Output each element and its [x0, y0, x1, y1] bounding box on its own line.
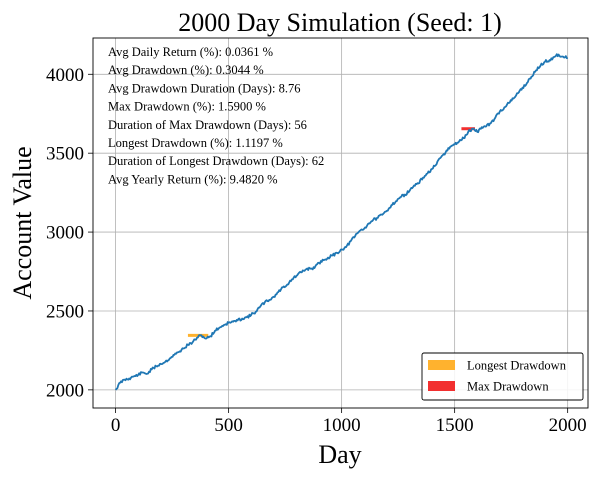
y-tick-label: 3500: [46, 144, 84, 165]
x-gridlines: [115, 38, 569, 408]
x-tick-label: 1500: [436, 415, 474, 436]
stat-line: Avg Daily Return (%): 0.0361 %: [108, 45, 273, 59]
legend-label-longest: Longest Drawdown: [467, 359, 567, 373]
x-tick-label: 0: [111, 415, 121, 436]
stats-annotation: Avg Daily Return (%): 0.0361 % Avg Drawdo…: [108, 45, 324, 186]
x-tick-label: 500: [214, 415, 243, 436]
account-value-line: [114, 53, 569, 391]
stat-line: Duration of Max Drawdown (Days): 56: [108, 118, 307, 132]
legend-label-max: Max Drawdown: [467, 380, 549, 394]
stat-line: Avg Yearly Return (%): 9.4820 %: [108, 172, 278, 186]
y-tick-label: 2500: [46, 301, 84, 322]
y-axis-label: Account Value: [8, 146, 37, 299]
legend: Longest Drawdown Max Drawdown: [421, 352, 584, 401]
stat-line: Longest Drawdown (%): 1.1197 %: [108, 136, 283, 150]
legend-swatch-longest: [428, 360, 455, 370]
y-tick-label: 2000: [46, 380, 84, 401]
x-tick-label: 2000: [549, 415, 587, 436]
stat-line: Max Drawdown (%): 1.5900 %: [108, 100, 266, 114]
chart-title: 2000 Day Simulation (Seed: 1): [178, 8, 502, 37]
x-axis-label: Day: [318, 440, 361, 469]
y-axis-ticks: 2000 2500 3000 3500 4000: [46, 65, 93, 401]
stat-line: Duration of Longest Drawdown (Days): 62: [108, 154, 324, 168]
plot-frame: [92, 37, 589, 409]
legend-box: [421, 352, 584, 401]
legend-swatch-max: [428, 381, 455, 391]
y-tick-label: 3000: [46, 223, 84, 244]
stat-line: Avg Drawdown (%): 0.3044 %: [108, 63, 264, 77]
y-tick-label: 4000: [46, 65, 84, 86]
stat-line: Avg Drawdown Duration (Days): 8.76: [108, 81, 300, 95]
x-axis-ticks: 0 500 1000 1500 2000: [111, 408, 587, 436]
x-tick-label: 1000: [323, 415, 361, 436]
